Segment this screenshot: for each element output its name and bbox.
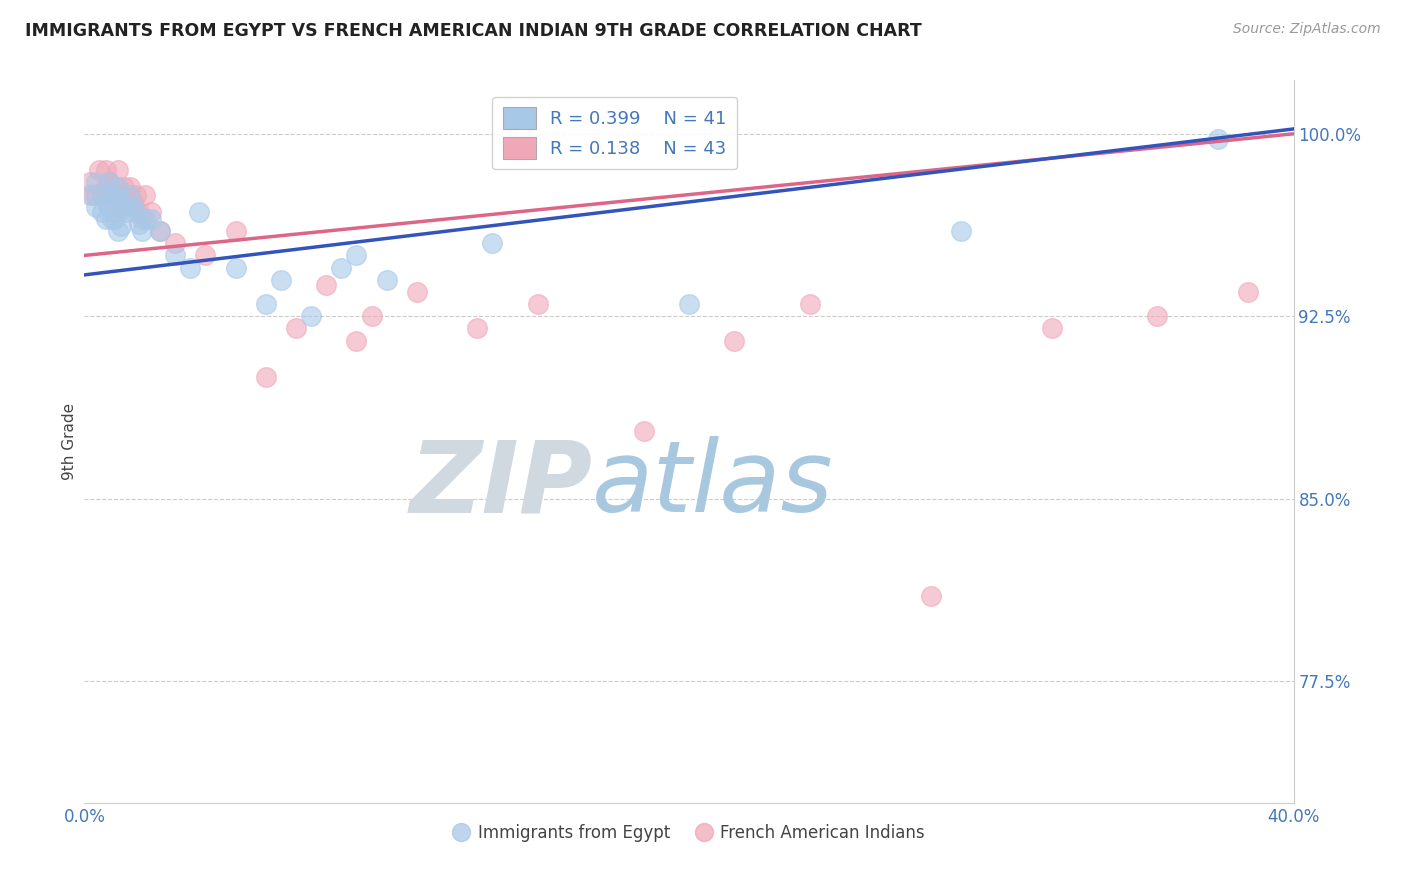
Point	[112, 180, 135, 194]
Point	[110, 219, 132, 234]
Point	[149, 224, 172, 238]
Point	[481, 236, 503, 251]
Point	[225, 260, 247, 275]
Point	[100, 187, 122, 202]
Point	[1206, 131, 1229, 145]
Point	[299, 310, 322, 324]
Point	[165, 236, 187, 251]
Point	[406, 285, 429, 299]
Point	[285, 321, 308, 335]
Point	[346, 248, 368, 262]
Point	[678, 297, 700, 311]
Point	[920, 589, 942, 603]
Point	[375, 273, 398, 287]
Point	[360, 310, 382, 324]
Point	[165, 248, 187, 262]
Point	[82, 187, 104, 202]
Point	[104, 211, 127, 226]
Point	[115, 204, 138, 219]
Text: ZIP: ZIP	[409, 436, 592, 533]
Point	[270, 273, 292, 287]
Point	[1237, 285, 1260, 299]
Point	[149, 224, 172, 238]
Point	[110, 187, 132, 202]
Point	[91, 187, 114, 202]
Point	[115, 187, 138, 202]
Point	[91, 187, 114, 202]
Point	[104, 180, 127, 194]
Point	[254, 297, 277, 311]
Point	[118, 187, 141, 202]
Point	[91, 204, 114, 219]
Point	[799, 297, 821, 311]
Point	[254, 370, 277, 384]
Point	[107, 224, 129, 238]
Point	[134, 187, 156, 202]
Point	[125, 204, 148, 219]
Point	[97, 176, 120, 190]
Legend: Immigrants from Egypt, French American Indians: Immigrants from Egypt, French American I…	[446, 817, 932, 848]
Point	[110, 200, 132, 214]
Point	[134, 211, 156, 226]
Point	[139, 204, 162, 219]
Point	[86, 176, 108, 190]
Point	[194, 248, 217, 262]
Point	[112, 200, 135, 214]
Point	[139, 211, 162, 226]
Point	[467, 321, 489, 335]
Point	[86, 187, 108, 202]
Point	[330, 260, 353, 275]
Point	[128, 217, 150, 231]
Point	[121, 194, 143, 209]
Point	[131, 224, 153, 238]
Point	[86, 200, 108, 214]
Point	[94, 163, 117, 178]
Point	[131, 211, 153, 226]
Point	[179, 260, 201, 275]
Point	[104, 204, 127, 219]
Point	[188, 204, 211, 219]
Point	[110, 194, 132, 209]
Point	[315, 277, 337, 292]
Point	[107, 180, 129, 194]
Point	[950, 224, 973, 238]
Point	[346, 334, 368, 348]
Text: Source: ZipAtlas.com: Source: ZipAtlas.com	[1233, 22, 1381, 37]
Point	[225, 224, 247, 238]
Point	[128, 204, 150, 219]
Point	[118, 180, 141, 194]
Point	[100, 211, 122, 226]
Point	[1146, 310, 1168, 324]
Text: IMMIGRANTS FROM EGYPT VS FRENCH AMERICAN INDIAN 9TH GRADE CORRELATION CHART: IMMIGRANTS FROM EGYPT VS FRENCH AMERICAN…	[25, 22, 922, 40]
Text: atlas: atlas	[592, 436, 834, 533]
Point	[1040, 321, 1063, 335]
Point	[94, 211, 117, 226]
Point	[97, 187, 120, 202]
Point	[79, 187, 101, 202]
Point	[107, 163, 129, 178]
Point	[94, 180, 117, 194]
Point	[100, 187, 122, 202]
Point	[125, 187, 148, 202]
Point	[633, 424, 655, 438]
Y-axis label: 9th Grade: 9th Grade	[62, 403, 77, 480]
Point	[79, 176, 101, 190]
Point	[97, 200, 120, 214]
Point	[723, 334, 745, 348]
Point	[121, 200, 143, 214]
Point	[527, 297, 550, 311]
Point	[89, 163, 111, 178]
Point	[104, 187, 127, 202]
Point	[97, 176, 120, 190]
Point	[94, 194, 117, 209]
